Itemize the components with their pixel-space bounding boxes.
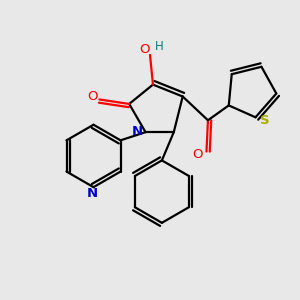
Text: S: S: [260, 114, 270, 127]
Text: O: O: [192, 148, 203, 161]
Text: N: N: [86, 187, 98, 200]
Text: N: N: [132, 125, 143, 138]
Text: O: O: [140, 43, 150, 56]
Text: H: H: [155, 40, 164, 53]
Text: O: O: [88, 90, 98, 103]
